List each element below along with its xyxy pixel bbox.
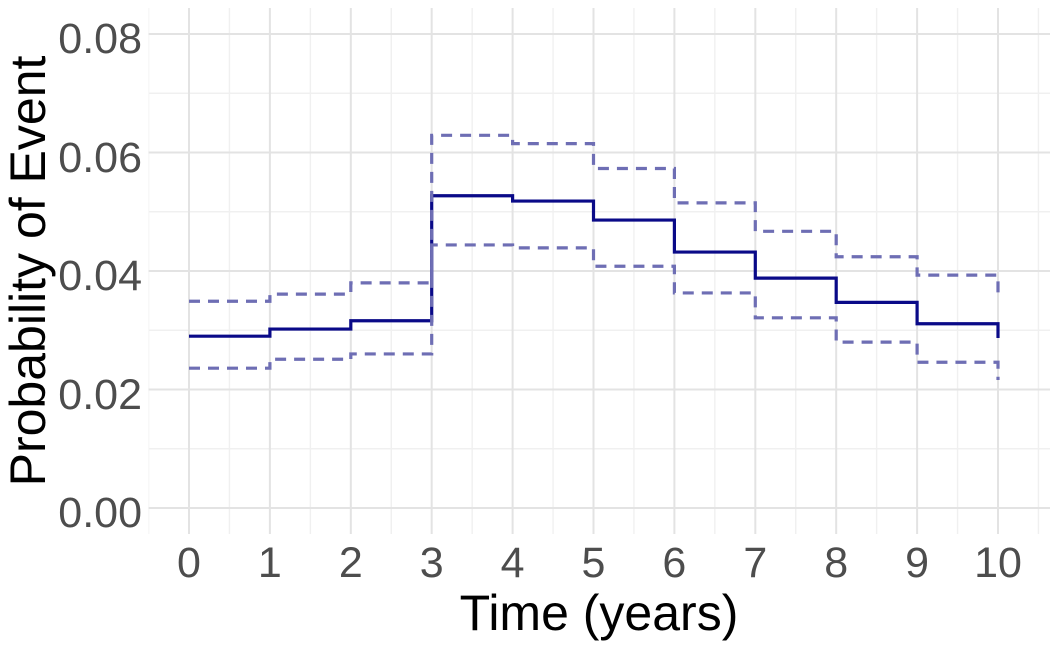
y-tick-label: 0.08 <box>58 15 142 63</box>
x-tick-label: 10 <box>974 539 1022 587</box>
x-tick-label: 9 <box>905 539 930 587</box>
x-tick-label: 0 <box>177 539 201 587</box>
x-tick-label: 4 <box>500 539 525 587</box>
x-tick-label: 3 <box>419 539 444 587</box>
x-tick-label: 5 <box>581 539 606 587</box>
x-tick-label: 1 <box>257 539 282 587</box>
x-tick-label: 2 <box>338 539 363 587</box>
x-axis-title: Time (years) <box>459 585 739 641</box>
y-tick-label: 0.04 <box>58 252 142 300</box>
upper-confidence-band-line <box>189 133 1000 303</box>
x-tick-label: 6 <box>662 539 687 587</box>
y-tick-label: 0.02 <box>58 370 142 419</box>
estimate-line <box>189 194 1000 338</box>
y-tick-label: 0.06 <box>58 133 142 182</box>
lower-confidence-band-line <box>189 243 1000 381</box>
x-tick-label: 8 <box>824 539 849 587</box>
y-tick-label: 0.00 <box>58 489 142 537</box>
x-tick-label: 7 <box>743 539 768 587</box>
y-axis-title: Probability of Event <box>0 55 56 487</box>
